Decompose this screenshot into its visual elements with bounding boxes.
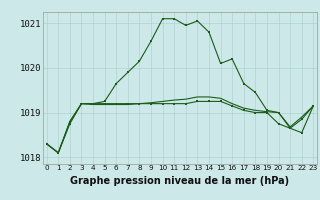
X-axis label: Graphe pression niveau de la mer (hPa): Graphe pression niveau de la mer (hPa) [70,176,290,186]
